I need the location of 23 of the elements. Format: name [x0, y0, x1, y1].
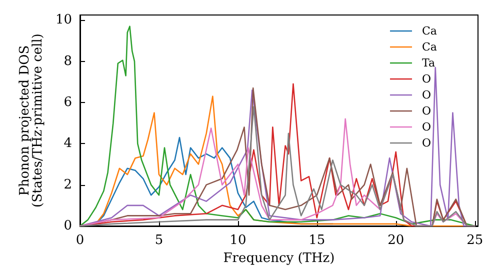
x-tick-label: 20	[388, 233, 404, 248]
y-tick-label: 10	[55, 12, 72, 28]
x-tick-label: 25	[466, 233, 484, 248]
line-series	[79, 26, 476, 227]
x-tick-label: 10	[230, 233, 246, 248]
y-tick-label: 6	[64, 94, 72, 110]
legend-label: O	[422, 120, 432, 134]
legend-label: O	[422, 88, 432, 102]
x-tick-label: 0	[76, 233, 84, 248]
legend-label: Ca	[422, 40, 438, 54]
legend-label: Ca	[422, 24, 438, 38]
legend-label: O	[422, 72, 432, 86]
legend-label: O	[422, 136, 432, 150]
x-axis-title: Frequency (THz)	[223, 251, 335, 266]
x-tick-label: 15	[308, 233, 326, 248]
y-axis-title: Phonon projected DOS (States/THz·primitive cell)	[18, 33, 46, 208]
y-tick-label: 0	[64, 218, 72, 234]
y-tick-label: 8	[64, 54, 72, 69]
y-tick-label: 4	[64, 136, 72, 152]
legend-label: Ta	[422, 56, 436, 70]
legend-label: O	[422, 104, 432, 118]
y-tick-label: 2	[64, 177, 72, 192]
x-tick-label: 5	[154, 233, 164, 248]
